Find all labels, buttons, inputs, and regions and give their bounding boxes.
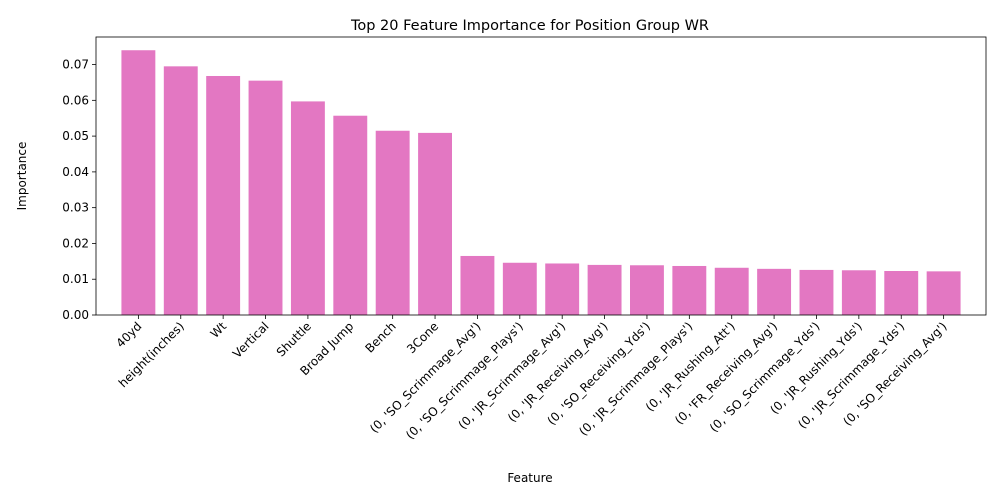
bar: [333, 115, 368, 315]
bar: [757, 268, 792, 315]
bar: [418, 132, 452, 315]
y-tick-label: 0.05: [62, 129, 89, 143]
bar: [799, 269, 834, 315]
bar: [926, 271, 961, 315]
bar: [248, 80, 283, 315]
bar: [672, 265, 707, 315]
y-tick-label: 0.02: [62, 236, 89, 250]
y-tick-label: 0.00: [62, 308, 89, 322]
bar: [714, 267, 749, 315]
bar: [290, 101, 325, 315]
y-tick-label: 0.01: [62, 272, 89, 286]
bar: [163, 66, 198, 316]
bar: [375, 130, 410, 315]
y-tick-label: 0.04: [62, 165, 89, 179]
bar: [630, 265, 664, 315]
bar: [587, 264, 622, 315]
chart-title: Top 20 Feature Importance for Position G…: [350, 18, 709, 34]
plot-frame: [95, 36, 987, 316]
bar: [206, 75, 241, 315]
bar: [121, 50, 156, 315]
y-tick-label: 0.06: [62, 93, 89, 107]
bars-group: [121, 50, 961, 316]
bar: [884, 270, 919, 315]
bar: [502, 262, 537, 315]
y-axis: 0.00 0.01 0.02 0.03 0.04 0.05 0.06 0.07: [62, 58, 96, 322]
bar: [460, 255, 495, 315]
x-axis-label: Feature: [507, 471, 552, 485]
bar: [545, 263, 580, 315]
y-tick-label: 0.07: [62, 58, 89, 72]
y-axis-label: Importance: [15, 142, 29, 211]
bar: [841, 270, 876, 315]
y-tick-label: 0.03: [62, 201, 89, 215]
